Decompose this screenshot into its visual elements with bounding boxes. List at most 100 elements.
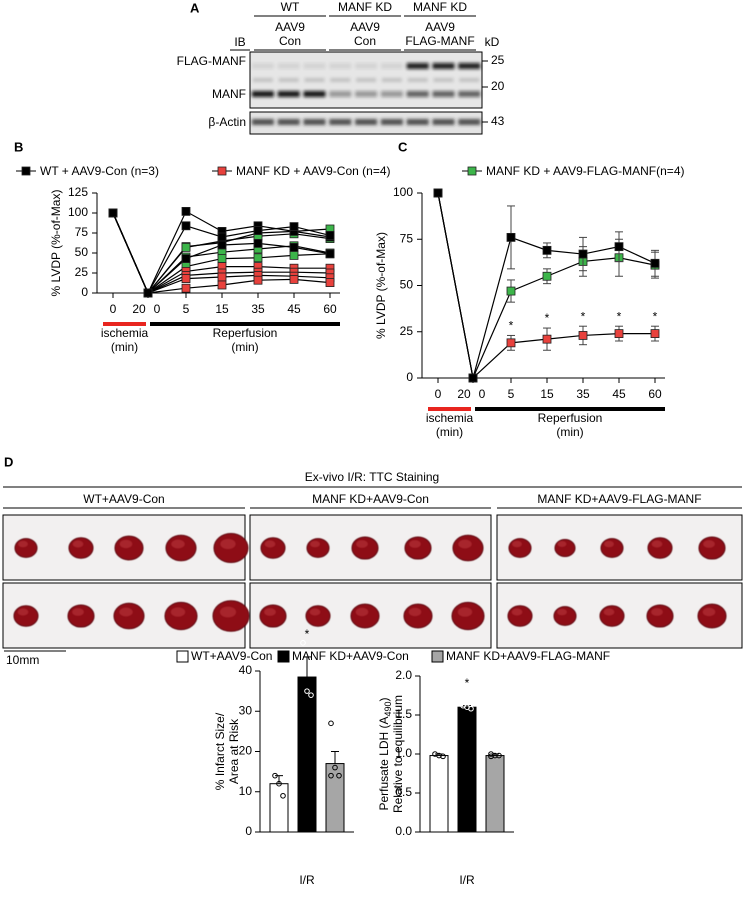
scale-bar-label: 10mm bbox=[6, 653, 39, 667]
heart-highlight bbox=[512, 540, 522, 548]
heart-highlight bbox=[264, 540, 276, 548]
marker bbox=[614, 242, 624, 252]
bar bbox=[269, 783, 289, 833]
x-tick-label: 45 bbox=[612, 387, 626, 401]
blot-treatment: Con bbox=[354, 34, 376, 48]
heart bbox=[646, 604, 674, 628]
band bbox=[381, 78, 402, 82]
blot-treatment: Con bbox=[279, 34, 301, 48]
legend-label: WT + AAV9-Con (n=3) bbox=[40, 164, 159, 178]
blot-vector: AAV9 bbox=[275, 20, 305, 34]
band bbox=[432, 119, 455, 125]
heart bbox=[404, 536, 432, 560]
period-unit: (min) bbox=[231, 340, 258, 354]
heart bbox=[259, 604, 287, 628]
data-point bbox=[304, 688, 310, 694]
y-label-line: Perfusate LDH (A bbox=[377, 716, 391, 810]
marker bbox=[578, 331, 588, 340]
heart bbox=[350, 603, 380, 629]
band bbox=[380, 63, 403, 69]
legend-marker bbox=[467, 166, 477, 176]
marker bbox=[181, 274, 191, 284]
legend-swatch bbox=[277, 650, 290, 663]
x-tick-label: 5 bbox=[183, 302, 190, 316]
ttc-group-label: WT+AAV9-Con bbox=[83, 492, 164, 506]
ttc-title: Ex-vivo I/R: TTC Staining bbox=[305, 470, 439, 484]
band bbox=[251, 91, 274, 97]
heart-highlight bbox=[170, 607, 186, 617]
heart-highlight bbox=[409, 540, 421, 548]
legend-label: MANF KD + AAV9-Con (n=4) bbox=[236, 164, 391, 178]
period-label: ischemia bbox=[101, 326, 149, 340]
heart-highlight bbox=[171, 539, 185, 549]
band bbox=[277, 91, 300, 97]
bar bbox=[485, 755, 505, 833]
x-tick-label: 0 bbox=[110, 302, 117, 316]
y-tick-label: 10 bbox=[239, 784, 253, 798]
marker bbox=[253, 238, 263, 248]
significance: * bbox=[545, 311, 550, 325]
band bbox=[380, 119, 403, 125]
blot-marker: 20 bbox=[491, 79, 505, 93]
period-label: ischemia bbox=[426, 411, 474, 425]
heart bbox=[67, 604, 95, 628]
y-axis-label: % Infarct Size/Area at Risk bbox=[213, 712, 241, 790]
period-label: Reperfusion bbox=[538, 411, 603, 425]
marker bbox=[325, 249, 335, 259]
heart bbox=[351, 536, 379, 560]
data-point bbox=[300, 640, 306, 646]
heart bbox=[13, 605, 39, 627]
marker bbox=[253, 275, 263, 285]
band bbox=[329, 63, 352, 69]
y-tick-label: 1.0 bbox=[395, 746, 412, 760]
band bbox=[406, 91, 429, 97]
y-tick-label: 0.0 bbox=[395, 824, 412, 838]
marker bbox=[468, 373, 478, 383]
bar bbox=[457, 706, 477, 833]
marker bbox=[217, 254, 227, 264]
marker bbox=[542, 334, 552, 344]
heart-highlight bbox=[458, 539, 472, 549]
y-label-line: Relative to equilibrium bbox=[391, 695, 405, 813]
band bbox=[356, 78, 377, 82]
marker bbox=[289, 242, 299, 252]
period-unit: (min) bbox=[436, 425, 463, 439]
heart-highlight bbox=[408, 607, 422, 617]
heart-highlight bbox=[219, 606, 237, 618]
data-point bbox=[332, 764, 338, 771]
data-point bbox=[328, 720, 334, 727]
heart-highlight bbox=[355, 607, 369, 617]
marker bbox=[143, 288, 153, 298]
significance: * bbox=[509, 319, 514, 333]
x-tick-label: 60 bbox=[323, 302, 337, 316]
band bbox=[251, 63, 274, 69]
heart-highlight bbox=[310, 540, 320, 548]
legend-swatch bbox=[431, 650, 444, 663]
significance: * bbox=[617, 309, 622, 323]
y-tick-label: 75 bbox=[75, 225, 89, 239]
data-point bbox=[468, 705, 474, 712]
y-tick-label: 0 bbox=[81, 285, 88, 299]
blot-ib: IB bbox=[234, 35, 245, 49]
y-tick-label: 40 bbox=[239, 663, 253, 677]
band bbox=[458, 63, 481, 69]
data-point bbox=[280, 792, 286, 799]
marker bbox=[181, 283, 191, 293]
band bbox=[355, 119, 378, 125]
marker bbox=[506, 232, 516, 242]
y-tick-label: 20 bbox=[239, 744, 253, 758]
data-point bbox=[272, 772, 278, 779]
heart bbox=[698, 536, 726, 560]
blot-row-label: MANF bbox=[212, 87, 246, 101]
band bbox=[303, 119, 326, 125]
band bbox=[406, 63, 429, 69]
y-label-line: % Infarct Size/ bbox=[213, 712, 227, 790]
data-point bbox=[440, 753, 446, 760]
heart bbox=[68, 537, 94, 559]
marker bbox=[181, 242, 191, 252]
marker bbox=[614, 329, 624, 339]
y-tick-label: 30 bbox=[239, 703, 253, 717]
marker bbox=[433, 188, 443, 198]
band bbox=[278, 78, 299, 82]
